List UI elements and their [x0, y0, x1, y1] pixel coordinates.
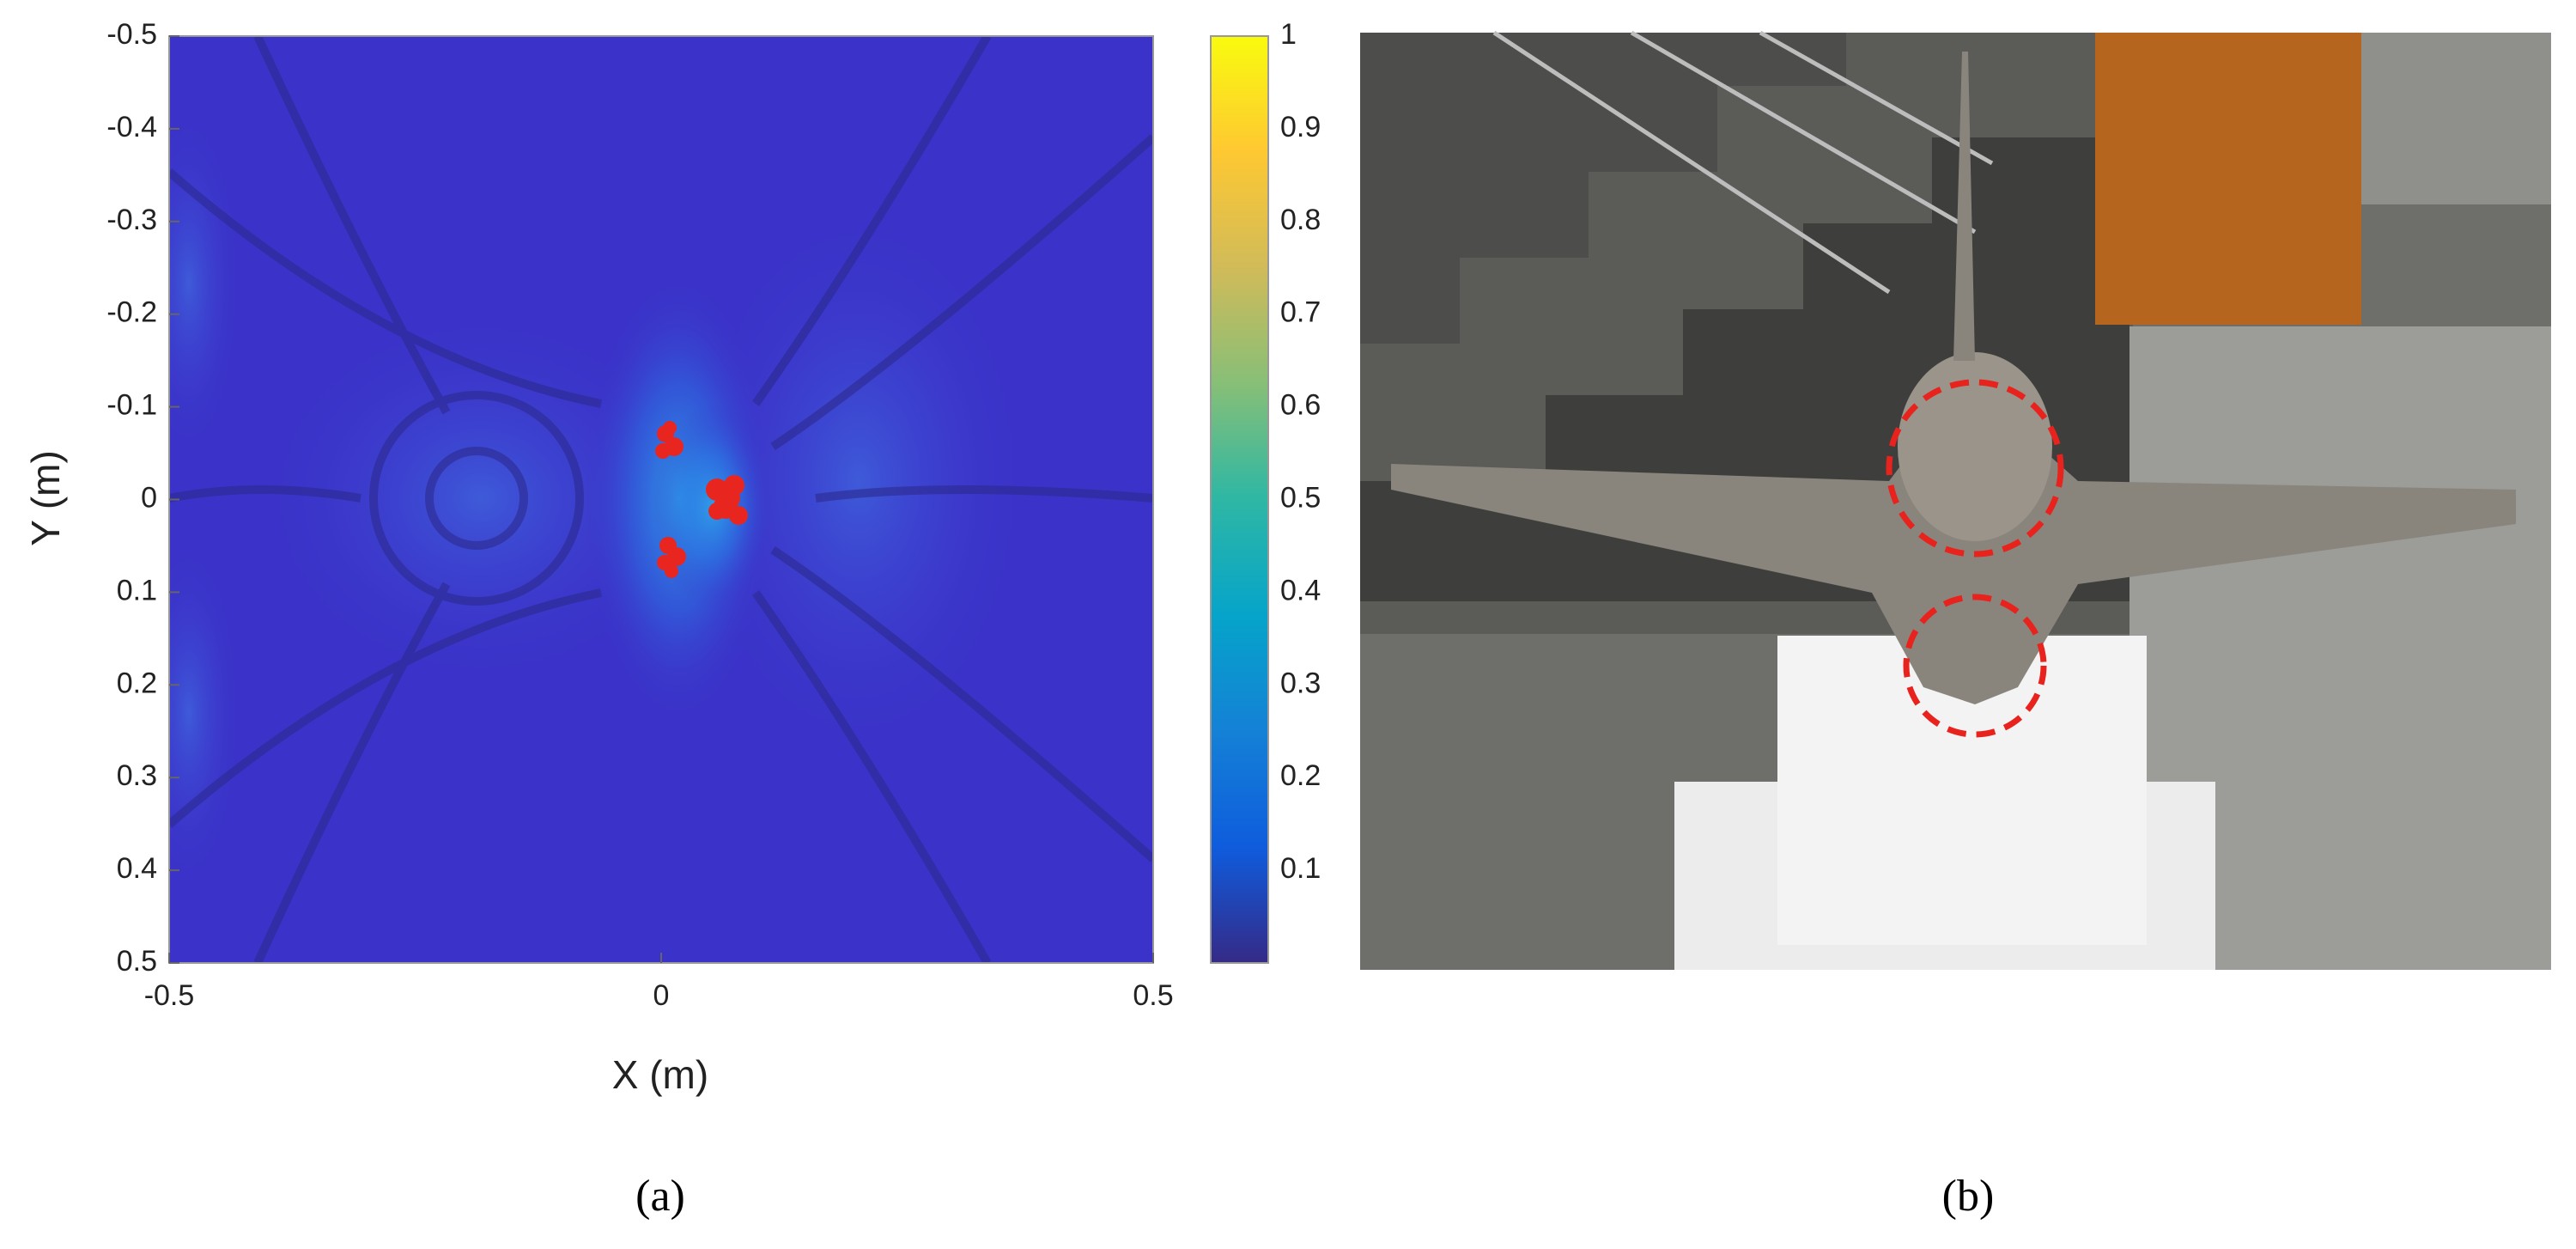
x-tick-label: -0.5	[144, 979, 195, 1012]
caption: (a)	[635, 1172, 685, 1221]
colorbar-tick-label: 0.6	[1280, 389, 1321, 422]
y-tick-label: -0.5	[106, 18, 157, 51]
y-tick-label: 0.1	[117, 574, 157, 606]
colorbar-tick-label: 0.1	[1280, 852, 1321, 885]
colorbar	[1210, 35, 1269, 964]
y-tick-label: -0.2	[106, 296, 157, 329]
y-tick-label: 0.5	[117, 945, 157, 978]
photo	[1360, 30, 2551, 970]
y-tick-label: -0.4	[106, 111, 157, 143]
y-tick-label: -0.3	[106, 204, 157, 236]
x-axis-label: X (m)	[612, 1052, 708, 1097]
y-tick-label: 0.3	[117, 759, 157, 792]
y-tick-label: 0	[141, 481, 157, 514]
colorbar-tick-label: 0.3	[1280, 667, 1321, 699]
x-tick-label: 0.5	[1133, 979, 1173, 1012]
y-tick-label: 0.4	[117, 852, 157, 885]
colorbar-tick-label: 0.4	[1280, 574, 1321, 606]
x-tick-label: 0	[653, 979, 670, 1012]
colorbar-tick-label: 0.7	[1280, 296, 1321, 329]
y-axis-label: Y (m)	[23, 450, 68, 546]
colorbar-tick-label: 0.9	[1280, 111, 1321, 143]
colorbar-tick-label: 0.2	[1280, 759, 1321, 792]
y-tick-label: -0.1	[106, 389, 157, 422]
colorbar-tick-label: 1	[1280, 18, 1297, 51]
y-tick-label: 0.2	[117, 667, 157, 699]
colorbar-tick-label: 0.8	[1280, 204, 1321, 236]
heatmap-image	[169, 36, 1153, 963]
caption: (b)	[1942, 1172, 1995, 1221]
axes: -0.5 0 0.5-0.5-0.4-0.3-0.2-0.100.10.20.30.…	[106, 18, 1321, 1012]
colorbar-tick-label: 0.5	[1280, 481, 1321, 514]
